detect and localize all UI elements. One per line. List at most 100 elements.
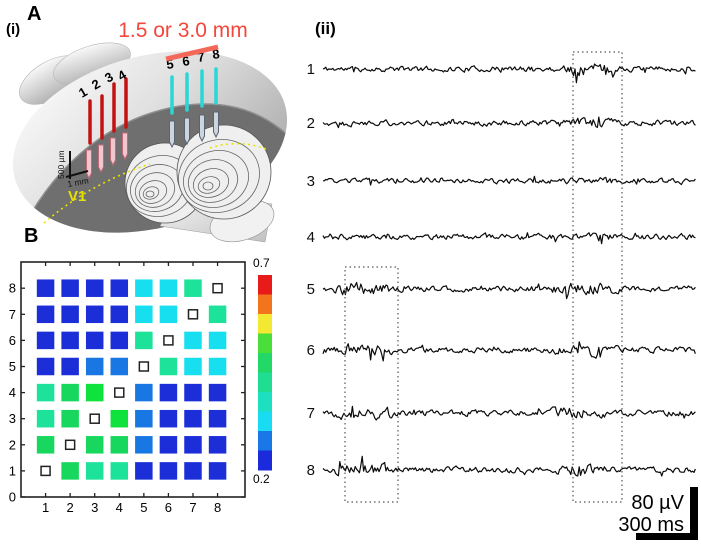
pitch-scale-label: 1 mm — [67, 175, 90, 189]
lfp-traces: 1 2 3 4 5 6 7 8 — [307, 61, 696, 479]
trace-label-8: 8 — [307, 462, 315, 479]
lfp-trace-1 — [322, 63, 696, 84]
heatmap-cell-7-3 — [184, 409, 202, 428]
cyan-electrodes — [170, 67, 218, 115]
heatmap-cell-5-1 — [135, 462, 153, 480]
heatmap-cell-3-6 — [85, 331, 104, 350]
v1-border-dotted-line — [43, 163, 151, 224]
lfp-trace-5 — [322, 281, 696, 300]
heatmap-diagonal-marker — [40, 465, 51, 477]
colorbar-segment — [258, 372, 272, 393]
heatmap-diagonal-marker — [212, 282, 223, 294]
heatmap-cell-7-2 — [184, 436, 202, 454]
y-tick-label-2: 2 — [9, 437, 16, 452]
heatmap-cell-7-4 — [184, 383, 202, 402]
heatmap-cell-3-8 — [85, 279, 104, 297]
colorbar-segment — [258, 431, 272, 451]
ghost-electrodes-cyan — [169, 111, 219, 149]
heatmap-cell-7-5 — [184, 357, 202, 376]
heatmap-cell-5-2 — [135, 436, 153, 454]
time-scale-bar — [636, 533, 698, 540]
lfp-trace-2 — [322, 116, 696, 129]
heatmap-axes-box — [20, 261, 246, 498]
heatmap-cell-8-7 — [208, 305, 227, 324]
highlight-box-right — [572, 51, 623, 503]
brain-illustration: V1 500 µm 1 mm 1 2 3 — [12, 19, 300, 250]
colorbar-segment — [258, 450, 272, 471]
heatmap-cell-5-7 — [135, 305, 153, 324]
heatmap-diagonal-marker — [138, 361, 150, 372]
heatmap-cell-6-8 — [159, 279, 178, 297]
y-tick-label-6: 6 — [9, 333, 16, 348]
heatmap-diagonal-marker — [114, 387, 125, 398]
lfp-trace-8 — [322, 455, 696, 477]
distance-label: 1.5 or 3.0 mm — [118, 19, 248, 42]
y-tick-label-4: 4 — [9, 385, 16, 400]
electrode-number-7: 7 — [196, 49, 205, 65]
electrode-number-8: 8 — [211, 46, 220, 62]
panel-b-label: B — [24, 225, 39, 247]
trace-label-5: 5 — [307, 281, 315, 298]
colorbar-segment — [258, 411, 272, 432]
x-tick-label-3: 3 — [91, 500, 98, 515]
heatmap-cell-4-8 — [110, 279, 129, 297]
trace-label-1: 1 — [307, 61, 315, 78]
heatmap-cell-6-3 — [159, 409, 178, 428]
heatmap-cell-4-7 — [110, 305, 129, 324]
heatmap-diagonal-marker — [64, 439, 76, 451]
heatmap-cell-1-3 — [36, 409, 55, 428]
v1-area-label: V1 — [68, 188, 86, 205]
folded-cortex-ball — [124, 124, 272, 224]
trace-label-3: 3 — [307, 173, 315, 190]
x-tick-label-8: 8 — [214, 500, 221, 515]
heatmap-cell-4-6 — [110, 331, 129, 350]
y-tick-label-8: 8 — [9, 281, 16, 296]
heatmap-cell-5-3 — [135, 409, 153, 428]
heatmap-cell-4-5 — [110, 357, 129, 376]
heatmap-cell-5-8 — [135, 279, 153, 297]
x-tick-label-4: 4 — [116, 500, 123, 515]
voltage-scale-label: 80 µV — [631, 492, 684, 514]
heatmap-cell-7-6 — [184, 331, 202, 350]
y-tick-label-0: 0 — [9, 490, 16, 505]
y-tick-label-3: 3 — [9, 411, 16, 426]
heatmap-cell-2-7 — [61, 305, 79, 324]
time-scale-label: 300 ms — [618, 514, 684, 536]
electrode-number-6: 6 — [181, 53, 190, 69]
lfp-trace-4 — [322, 232, 696, 245]
colorbar-segment — [258, 392, 272, 412]
scale-bar: 80 µV 300 ms — [618, 487, 698, 540]
heatmap-cell-8-5 — [208, 357, 227, 376]
trace-label-4: 4 — [307, 229, 315, 246]
x-tick-label-7: 7 — [189, 500, 196, 515]
heatmap-panel-svg: 1 2 3 4 5 6 7 8 0 1 2 3 4 5 6 7 8 0.7 0.2 — [9, 256, 272, 515]
heatmap-cell-2-8 — [61, 279, 79, 297]
heatmap-cell-8-4 — [208, 383, 227, 402]
heatmap-cell-8-6 — [208, 331, 227, 350]
panel-a-label: A — [27, 3, 42, 25]
y-tick-label-5: 5 — [9, 359, 16, 374]
heatmap-cell-1-7 — [36, 305, 55, 324]
heatmap-cell-1-5 — [36, 357, 55, 376]
colorbar-segment — [258, 353, 272, 373]
colorbar-max-label: 0.7 — [253, 256, 270, 270]
heatmap-cell-6-2 — [159, 436, 178, 454]
correlation-heatmap: 1 2 3 4 5 6 7 8 0 1 2 3 4 5 6 7 8 0.7 0.2 — [9, 256, 272, 515]
heatmap-diagonal-marker — [89, 413, 100, 424]
heatmap-cell-1-6 — [36, 331, 55, 350]
colorbar-segment — [258, 333, 272, 354]
heatmap-cell-4-2 — [110, 436, 129, 454]
heatmap-diagonal-marker — [163, 335, 174, 346]
heatmap-cell-8-3 — [208, 409, 227, 428]
y-tick-label-7: 7 — [9, 307, 16, 322]
heatmap-cell-7-8 — [184, 279, 202, 297]
heatmap-cell-1-2 — [36, 436, 55, 454]
x-tick-label-5: 5 — [140, 500, 147, 515]
x-tick-label-2: 2 — [67, 500, 74, 515]
heatmap-diagonal-marker — [187, 309, 199, 320]
v1-border-dotted-line-right — [209, 142, 267, 150]
trace-label-2: 2 — [307, 115, 315, 132]
heatmap-cell-2-5 — [61, 357, 79, 376]
heatmap-cell-2-6 — [61, 331, 79, 350]
